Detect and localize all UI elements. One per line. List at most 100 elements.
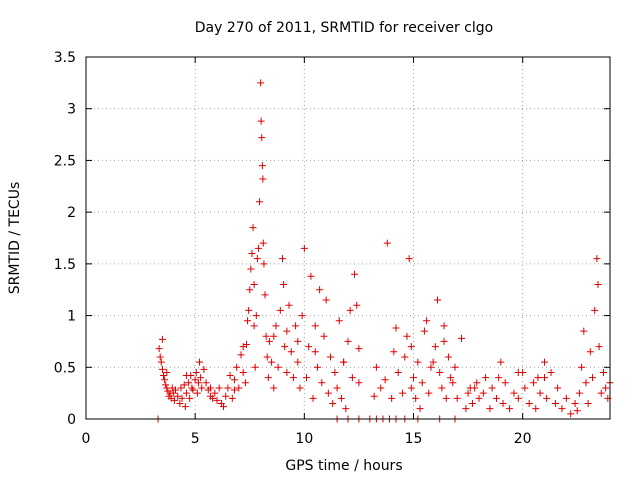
data-point	[525, 399, 533, 407]
data-point	[224, 384, 232, 392]
data-point	[423, 317, 431, 325]
data-point	[303, 374, 311, 382]
data-point	[244, 317, 252, 325]
data-point	[541, 374, 548, 382]
data-point	[499, 399, 507, 407]
y-tick-label: 3	[67, 102, 76, 118]
data-point	[316, 286, 324, 294]
data-point	[414, 358, 422, 366]
data-point	[444, 353, 452, 361]
data-point	[412, 394, 420, 402]
data-point	[501, 379, 509, 387]
data-point	[551, 399, 559, 407]
data-point	[222, 392, 230, 400]
data-point	[300, 244, 308, 252]
data-point	[333, 384, 341, 392]
data-point	[235, 384, 243, 392]
data-point	[260, 260, 268, 268]
data-point	[584, 399, 592, 407]
data-point	[575, 389, 583, 397]
y-tick-label: 2.5	[54, 153, 76, 169]
data-point	[388, 394, 396, 402]
data-point	[259, 175, 267, 183]
data-point	[181, 403, 189, 411]
data-point	[182, 372, 190, 380]
data-point	[220, 403, 228, 411]
data-point	[458, 334, 466, 342]
plot-frame	[85, 56, 611, 420]
data-point	[185, 379, 193, 387]
data-point	[562, 394, 570, 402]
data-point	[331, 368, 339, 376]
data-point	[471, 384, 479, 392]
data-point	[198, 384, 206, 392]
data-point	[541, 358, 548, 366]
data-point	[335, 317, 343, 325]
y-tick-label: 0	[67, 412, 76, 428]
data-point	[298, 312, 306, 320]
data-point	[405, 255, 413, 263]
data-point	[403, 332, 411, 340]
data-point	[440, 337, 448, 345]
data-point	[170, 396, 178, 404]
data-point	[521, 384, 529, 392]
data-point	[257, 117, 265, 125]
data-point	[554, 384, 562, 392]
x-tick-label: 15	[405, 431, 423, 447]
data-point	[272, 322, 280, 330]
data-point	[309, 394, 317, 402]
x-tick-label: 10	[295, 431, 313, 447]
data-point	[254, 244, 262, 252]
data-point	[383, 239, 391, 247]
data-point	[230, 386, 238, 394]
data-point	[318, 379, 326, 387]
data-point	[237, 351, 245, 359]
data-point	[280, 281, 288, 289]
data-point	[213, 396, 221, 404]
data-point	[582, 379, 590, 387]
data-point	[228, 394, 236, 402]
data-point	[597, 389, 605, 397]
data-point	[532, 405, 540, 413]
data-point	[547, 368, 555, 376]
data-point	[322, 296, 330, 304]
y-axis-label: SRMTID / TECUs	[7, 182, 23, 295]
data-point	[327, 353, 335, 361]
data-point	[197, 374, 205, 382]
y-tick-label: 1	[67, 309, 76, 325]
tick-labels: 0 5 10 15 20 0 0.5 1 1.5 2 2.5 3 3.5	[54, 50, 532, 447]
data-point	[311, 348, 319, 356]
data-point	[263, 353, 271, 361]
data-point	[202, 379, 210, 387]
data-point	[473, 379, 481, 387]
data-point	[182, 389, 190, 397]
data-point	[514, 368, 522, 376]
data-point	[486, 405, 494, 413]
data-point	[294, 337, 302, 345]
data-point	[392, 324, 400, 332]
data-point	[256, 198, 264, 206]
data-point	[274, 363, 282, 371]
data-point	[158, 365, 166, 373]
data-point	[209, 394, 217, 402]
data-point	[192, 368, 200, 376]
data-point	[249, 224, 257, 232]
axis-ticks	[85, 56, 610, 420]
data-point	[158, 335, 166, 343]
data-point	[407, 384, 415, 392]
data-point	[514, 394, 522, 402]
data-point	[571, 399, 579, 407]
data-point	[440, 322, 448, 330]
data-point	[351, 270, 359, 278]
data-point	[573, 407, 581, 415]
data-point	[258, 162, 266, 170]
data-point	[250, 281, 258, 289]
data-point	[163, 368, 171, 376]
data-point	[488, 384, 496, 392]
data-point	[429, 358, 437, 366]
data-point	[239, 368, 247, 376]
data-point	[177, 384, 185, 392]
data-point	[287, 348, 295, 356]
data-point	[178, 394, 186, 402]
data-point	[157, 358, 165, 366]
